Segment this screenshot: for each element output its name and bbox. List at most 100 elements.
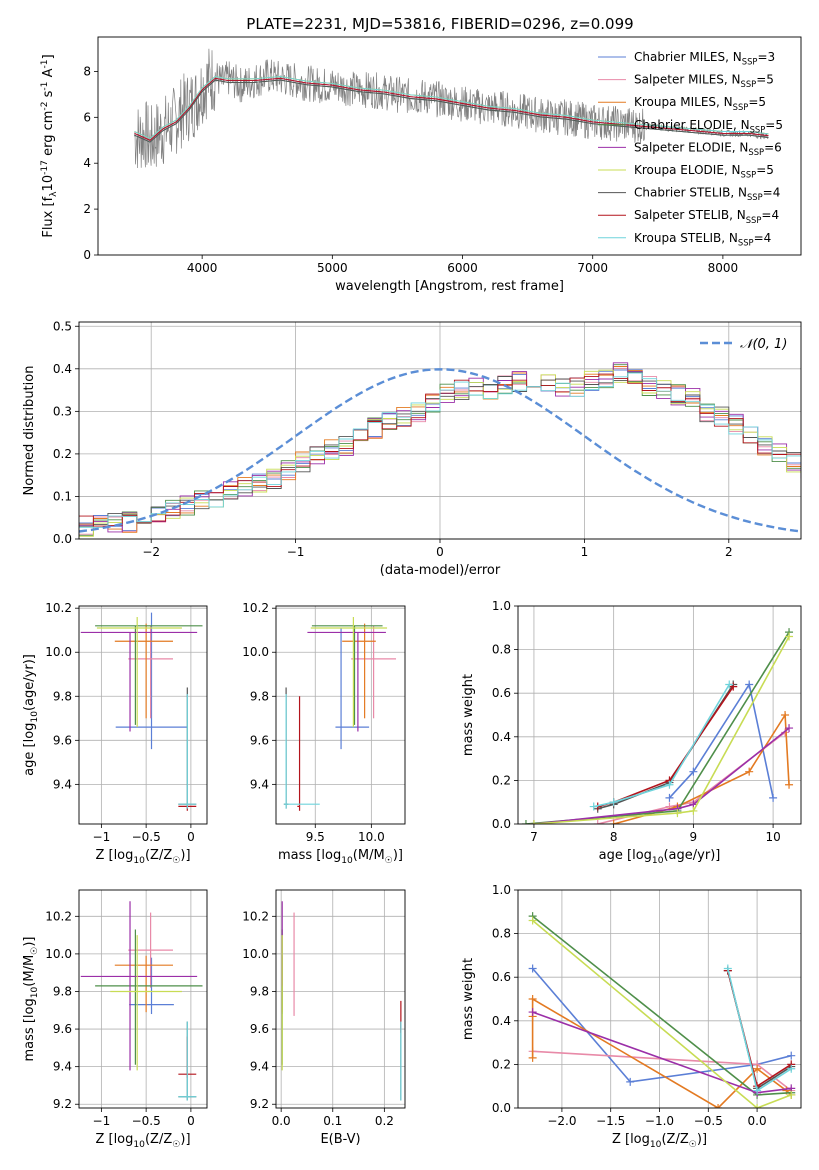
x-tick-label: 7000 — [577, 261, 608, 275]
error-bar — [178, 1021, 197, 1101]
y-axis-label: Flux [fλ10-17 erg cm-2 s-1 A-1] — [40, 54, 59, 237]
x-tick-label: 0.2 — [375, 1114, 394, 1128]
axes-frame — [78, 605, 208, 825]
y-tick-label: 4 — [83, 156, 91, 170]
y-tick-label: 9.6 — [53, 1022, 72, 1036]
plus-marker — [593, 820, 602, 824]
y-tick-label: 0.1 — [53, 489, 72, 503]
plus-marker — [753, 1064, 762, 1073]
x-axis-label: age [log10(age/yr)] — [599, 848, 721, 866]
x-tick-label: −1 — [287, 545, 305, 559]
x-tick-label: 8 — [610, 830, 618, 844]
plus-marker — [725, 680, 734, 689]
y-tick-label: 10.0 — [45, 645, 72, 659]
y-tick-label: 2 — [83, 202, 91, 216]
plus-marker — [665, 793, 674, 802]
y-tick-label: 9.4 — [53, 1060, 72, 1074]
x-axis-label: wavelength [Angstrom, rest frame] — [335, 279, 564, 294]
legend-label: Salpeter ELODIE, NSSP=6 — [634, 140, 782, 157]
model-spectrum — [134, 77, 769, 141]
x-tick-label: 8000 — [708, 261, 739, 275]
panel-spectrum: 4000 5000 6000 7000 8000 0 2 4 6 8 wavelength [Ang… — [40, 36, 802, 294]
y-tick-label: 1.0 — [492, 599, 511, 613]
series-line — [529, 632, 794, 824]
panel-residuals: −2 −1 0 1 2 0.0 0.1 0.2 0.3 0.4 0.5 (data-model)/er… — [22, 319, 802, 578]
y-axis-label: Normed distribution — [22, 366, 37, 496]
plot-area — [521, 628, 794, 824]
plus-marker — [787, 1051, 796, 1060]
series-line — [593, 728, 790, 824]
x-tick-label: 2 — [725, 545, 733, 559]
plus-marker — [714, 1104, 723, 1108]
plus-marker — [785, 780, 794, 789]
plus-marker — [529, 820, 538, 824]
x-tick-label: 10 — [765, 830, 780, 844]
legend-label: Chabrier MILES, NSSP=3 — [634, 50, 775, 67]
y-tick-label: 9.6 — [53, 733, 72, 747]
y-tick-label: 0 — [83, 248, 91, 262]
y-tick-label: 9.4 — [250, 1060, 269, 1074]
error-bar — [110, 935, 182, 1071]
series-path — [532, 919, 792, 1108]
error-bar — [95, 929, 203, 1065]
legend: Chabrier MILES, NSSP=3 Salpeter MILES, NS… — [598, 50, 783, 247]
plus-marker — [673, 809, 682, 818]
x-tick-label: 7 — [530, 830, 538, 844]
y-tick-label: 9.8 — [53, 689, 72, 703]
series-line — [723, 964, 796, 1095]
x-tick-label: −1.5 — [596, 1114, 625, 1128]
legend-label: Salpeter MILES, NSSP=5 — [634, 73, 774, 90]
error-bar — [307, 631, 386, 732]
plus-marker — [665, 780, 674, 789]
series-line — [521, 628, 794, 824]
plot-area — [281, 901, 402, 1101]
panel-mass-weight-vs-Z: −2.0 −1.5 −1.0 −0.5 0.0 0.0 0.2 0.4 0.6 0.8 1.0 Z [… — [461, 883, 802, 1150]
panel-age-vs-mass: 9.5 10.0 9.4 9.6 9.8 10.0 10.2 mass [log10(M/M☉… — [242, 601, 406, 866]
y-tick-label: 9.2 — [250, 1097, 269, 1111]
error-bar — [114, 955, 173, 1013]
plot-area — [528, 912, 796, 1108]
plus-marker — [787, 1064, 796, 1073]
y-tick-label: 0.3 — [53, 404, 72, 418]
error-bar — [335, 628, 370, 750]
x-tick-label: 0 — [436, 545, 444, 559]
y-tick-label: 9.2 — [53, 1097, 72, 1111]
error-bar — [311, 625, 383, 725]
axes-frame — [97, 36, 802, 256]
y-tick-label: 1.0 — [492, 883, 511, 897]
plus-marker — [528, 1008, 537, 1017]
y-tick-label: 8 — [83, 64, 91, 78]
legend-label: Chabrier STELIB, NSSP=4 — [634, 186, 780, 203]
legend: 𝒩(0, 1) — [700, 337, 787, 352]
plus-marker — [609, 820, 618, 824]
y-tick-label: 9.8 — [250, 984, 269, 998]
y-tick-label: 10.2 — [45, 909, 72, 923]
residual-histogram — [79, 372, 801, 529]
legend-label: Kroupa ELODIE, NSSP=5 — [634, 163, 774, 180]
x-tick-label: 0.0 — [272, 1114, 291, 1128]
plot-area — [134, 48, 769, 169]
residual-histogram — [79, 369, 801, 531]
gaussian-curve — [79, 368, 801, 533]
plus-marker — [723, 964, 732, 973]
residual-histogram — [79, 366, 801, 533]
y-tick-label: 6 — [83, 110, 91, 124]
error-bar — [96, 617, 182, 728]
y-tick-label: 10.2 — [45, 601, 72, 615]
x-tick-label: −0.5 — [132, 830, 161, 844]
x-tick-label: 9.5 — [306, 830, 325, 844]
plus-marker — [689, 767, 698, 776]
plus-marker — [787, 1090, 796, 1099]
y-tick-label: 0.0 — [53, 532, 72, 546]
x-tick-label: 0 — [187, 830, 195, 844]
error-bar — [80, 631, 198, 732]
panel-mass-weight-vs-age: 7 8 9 10 0.0 0.2 0.4 0.6 0.8 1.0 age [log10(age/yr… — [461, 599, 802, 866]
y-tick-label: 0.4 — [492, 730, 511, 744]
series-path — [668, 682, 774, 799]
error-bar — [342, 623, 376, 719]
y-tick-label: 0.6 — [492, 970, 511, 984]
plus-marker — [521, 820, 530, 824]
y-tick-label: 9.4 — [250, 777, 269, 791]
plot-area — [80, 612, 203, 811]
x-tick-label: 5000 — [317, 261, 348, 275]
